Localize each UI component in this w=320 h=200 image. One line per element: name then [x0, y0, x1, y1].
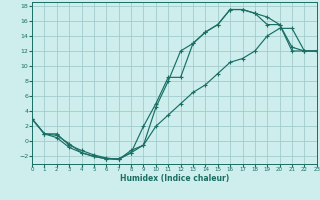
X-axis label: Humidex (Indice chaleur): Humidex (Indice chaleur) [120, 174, 229, 183]
